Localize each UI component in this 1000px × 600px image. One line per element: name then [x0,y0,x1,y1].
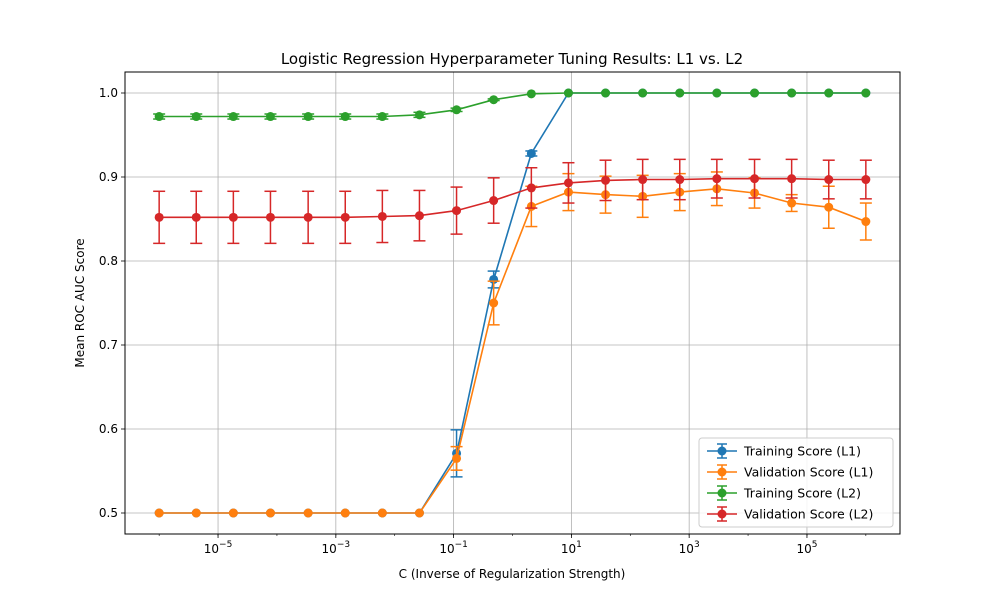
x-tick-label: 105 [796,540,817,556]
data-point [414,508,424,518]
data-point [824,202,834,212]
data-point [265,212,275,222]
y-tick-label: 0.7 [99,338,118,352]
data-point [712,174,722,184]
data-point [526,183,536,193]
x-tick-label: 103 [679,540,700,556]
y-tick-label: 1.0 [99,86,118,100]
data-point [340,212,350,222]
data-point [787,88,797,98]
data-point [638,88,648,98]
series-line [159,92,866,118]
data-point [489,95,499,105]
data-point [526,89,536,99]
data-point [414,110,424,120]
data-point [340,508,350,518]
data-point [563,88,573,98]
series-layer [153,88,872,518]
data-point [303,112,313,122]
data-point [861,175,871,185]
series-line [159,177,866,219]
data-point [601,88,611,98]
data-point [861,217,871,227]
data-point [303,508,313,518]
x-axis: 10−5 10−3 10−1 101 103 105 [158,534,867,556]
data-point [750,174,760,184]
legend-label: Training Score (L2) [743,486,861,501]
data-point [228,508,238,518]
x-tick-label: 10−5 [204,540,233,556]
data-point [787,198,797,208]
data-point [824,175,834,185]
series-3 [153,88,871,122]
y-tick-label: 0.9 [99,170,118,184]
data-point [675,88,685,98]
data-point [750,88,760,98]
legend: Training Score (L1) Validation Score (L1)… [698,437,894,528]
legend-label: Validation Score (L2) [744,507,873,522]
y-tick-label: 0.6 [99,422,118,436]
legend-box [698,437,894,528]
data-point [712,88,722,98]
x-tick-label: 10−1 [439,540,468,556]
y-tick-label: 0.5 [99,506,118,520]
data-point [563,178,573,188]
y-axis-label: Mean ROC AUC Score [73,238,87,367]
legend-swatch-marker [717,446,727,456]
data-point [824,88,834,98]
data-point [452,206,462,216]
series-4 [153,158,872,245]
data-point [377,112,387,122]
data-point [601,175,611,185]
legend-swatch-marker [717,467,727,477]
chart-title: Logistic Regression Hyperparameter Tunin… [281,50,743,68]
data-point [452,105,462,115]
data-point [303,212,313,222]
data-point [638,175,648,185]
data-point [191,212,201,222]
data-point [526,148,536,158]
data-point [377,508,387,518]
data-point [377,211,387,221]
data-point [265,508,275,518]
data-point [154,508,164,518]
x-axis-label: C (Inverse of Regularization Strength) [399,567,626,581]
data-point [489,298,499,308]
legend-label: Training Score (L1) [743,444,861,459]
x-tick-label: 10−3 [322,540,351,556]
data-point [154,112,164,122]
series-2 [154,171,872,518]
data-point [861,88,871,98]
data-point [675,175,685,185]
data-point [228,212,238,222]
data-point [154,212,164,222]
data-point [228,112,238,122]
y-tick-label: 0.8 [99,254,118,268]
x-tick-label: 101 [561,540,582,556]
data-point [265,112,275,122]
series-line [159,187,867,514]
y-axis: 0.5 0.6 0.7 0.8 0.9 1.0 [99,86,125,520]
data-point [191,508,201,518]
legend-swatch-marker [717,488,727,498]
data-point [452,453,462,463]
legend-swatch-marker [717,509,727,519]
data-point [489,196,499,206]
legend-label: Validation Score (L1) [744,465,873,480]
data-point [414,211,424,221]
data-point [340,112,350,122]
data-point [787,174,797,184]
data-point [191,112,201,122]
